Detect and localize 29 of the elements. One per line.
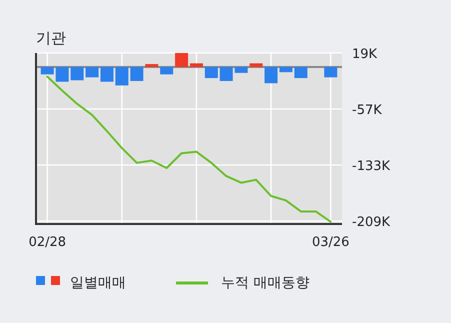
bar	[294, 67, 308, 78]
bar	[100, 67, 114, 82]
bar	[250, 63, 263, 68]
bar	[40, 67, 54, 74]
y-tick-label: -209K	[352, 215, 391, 230]
bar	[264, 67, 278, 84]
bar	[190, 63, 203, 68]
bar	[204, 67, 218, 78]
chart-title: 기관	[36, 29, 66, 47]
bar	[115, 67, 128, 86]
bar	[130, 67, 144, 82]
x-tick-label: 02/28	[28, 235, 66, 250]
bar	[160, 67, 174, 74]
bar	[324, 67, 338, 78]
y-tick-label: -133K	[352, 159, 391, 174]
bar	[86, 67, 99, 78]
legend-label: 누적 매매동향	[221, 275, 310, 291]
bar	[220, 67, 233, 82]
y-tick-label: 19K	[352, 47, 378, 62]
bar	[56, 67, 69, 82]
bar	[70, 67, 84, 80]
x-tick-label: 03/26	[312, 235, 350, 250]
legend-label: 일별매매	[70, 275, 126, 291]
bar	[175, 53, 188, 68]
bar	[234, 67, 248, 73]
line-series	[46, 76, 332, 223]
y-tick-label: -57K	[352, 103, 382, 118]
bar	[145, 64, 158, 68]
bar	[279, 67, 292, 72]
